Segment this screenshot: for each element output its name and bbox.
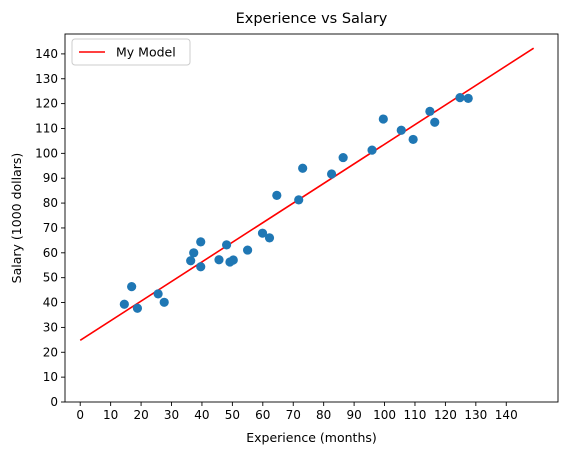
data-point: [189, 248, 199, 258]
data-point: [463, 93, 473, 103]
data-point: [127, 282, 137, 292]
x-tick-label: 0: [76, 408, 84, 422]
data-point: [367, 145, 377, 155]
x-tick-label: 130: [464, 408, 487, 422]
y-tick-label: 100: [35, 146, 58, 160]
x-tick-label: 90: [346, 408, 361, 422]
y-tick-label: 10: [43, 370, 58, 384]
data-point: [221, 240, 232, 250]
y-tick-label: 20: [43, 345, 58, 359]
data-point: [455, 93, 465, 103]
y-tick-label: 30: [43, 320, 58, 334]
chart-title: Experience vs Salary: [236, 11, 388, 27]
x-tick-label: 120: [434, 408, 457, 422]
axes-frame: [64, 33, 559, 403]
legend-box: [71, 38, 191, 66]
data-point: [298, 163, 308, 173]
data-point: [228, 255, 238, 265]
y-tick-label: 80: [43, 196, 58, 210]
data-point: [153, 289, 163, 299]
y-axis-label: Salary (1000 dollars): [9, 153, 24, 284]
x-tick-label: 60: [255, 408, 270, 422]
x-tick-label: 140: [495, 408, 518, 422]
y-tick-label: 70: [43, 221, 58, 235]
data-point: [264, 233, 275, 243]
y-axis: 0 10 20 30 40 50 60 70 80 90 100 110 120 130 140: [35, 47, 65, 409]
x-tick-label: 30: [164, 408, 179, 422]
x-axis: 0 10 20 30 40 50 60 70 80 90 100 110 120 130 140: [76, 402, 518, 422]
data-point: [378, 114, 388, 124]
data-point: [408, 134, 418, 145]
y-tick-label: 90: [43, 171, 58, 185]
data-point: [119, 299, 129, 309]
data-point: [186, 256, 196, 266]
data-point: [196, 262, 206, 272]
x-tick-label: 110: [404, 408, 427, 422]
x-tick-label: 70: [286, 408, 301, 422]
data-point: [430, 117, 440, 127]
data-point: [132, 303, 143, 313]
x-tick-label: 10: [103, 408, 118, 422]
data-point: [242, 245, 253, 255]
data-point: [257, 228, 268, 238]
x-tick-label: 40: [194, 408, 209, 422]
y-tick-label: 120: [35, 97, 58, 111]
y-tick-label: 60: [43, 246, 58, 260]
data-point: [159, 297, 169, 307]
data-point: [425, 106, 435, 116]
data-point: [196, 237, 206, 247]
y-tick-label: 0: [50, 395, 58, 409]
legend: My Model: [71, 38, 191, 66]
y-tick-label: 40: [43, 296, 58, 310]
y-tick-label: 140: [35, 47, 58, 61]
data-point: [396, 125, 406, 135]
x-tick-label: 20: [133, 408, 148, 422]
data-point: [272, 190, 282, 200]
y-tick-label: 50: [43, 271, 58, 285]
x-axis-label: Experience (months): [246, 430, 377, 445]
x-tick-label: 50: [225, 408, 240, 422]
data-point: [294, 195, 304, 205]
y-tick-label: 130: [35, 72, 58, 86]
data-point: [326, 169, 337, 179]
x-tick-label: 80: [316, 408, 331, 422]
x-tick-label: 100: [373, 408, 396, 422]
data-point: [338, 152, 348, 163]
legend-entry-label: My Model: [116, 45, 176, 60]
plot-area: [79, 47, 535, 342]
y-tick-label: 110: [35, 121, 58, 135]
data-point: [214, 255, 224, 265]
